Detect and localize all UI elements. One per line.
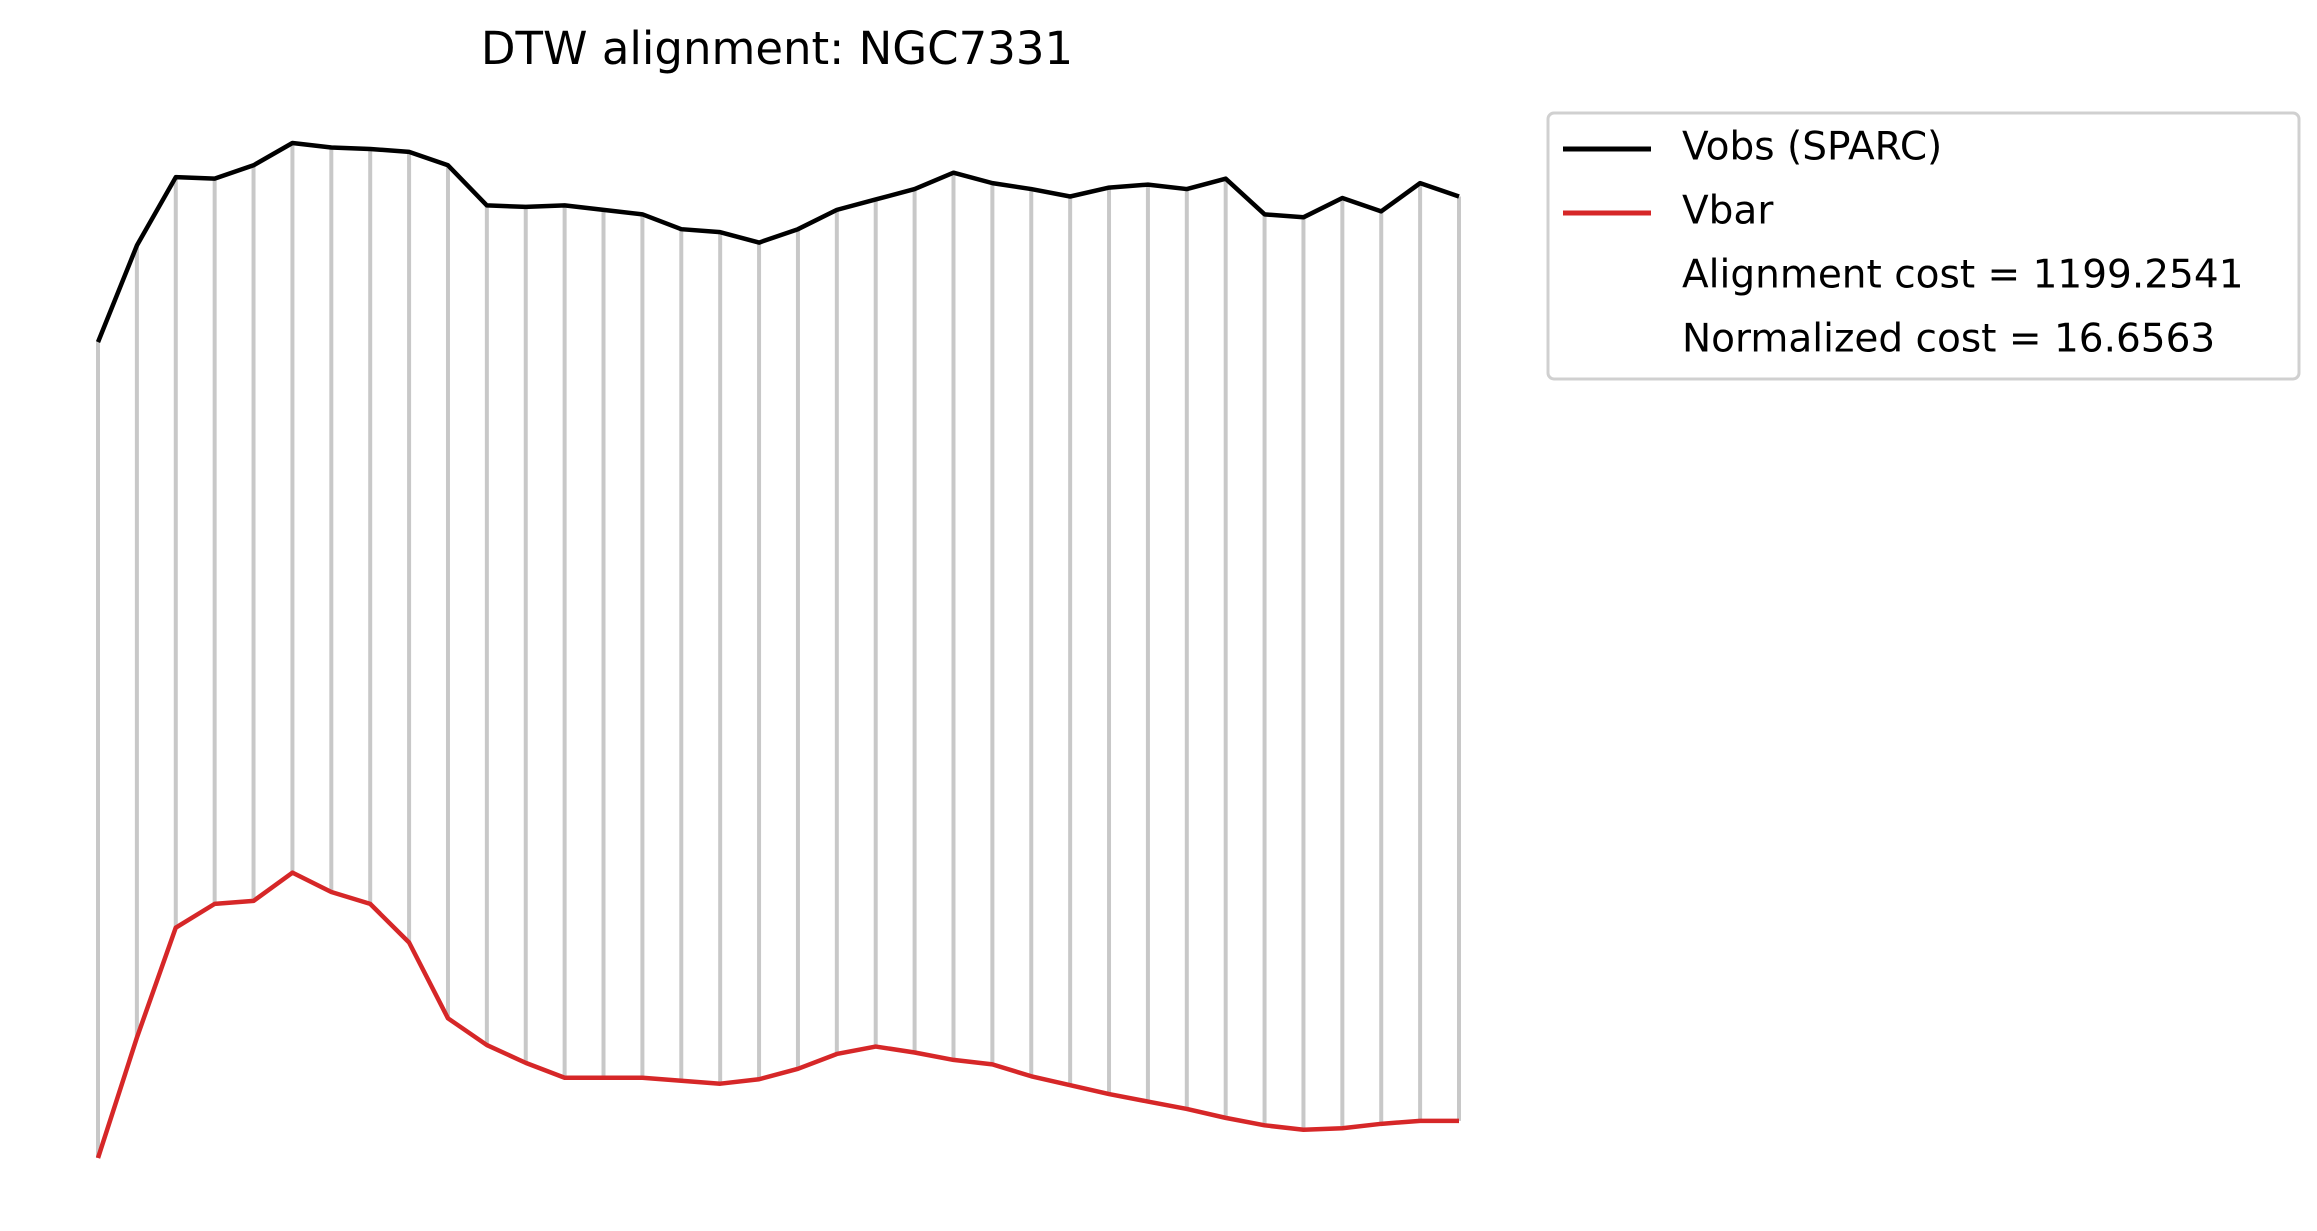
legend-label: Vbar [1682,189,1774,234]
legend: Vobs (SPARC) Vbar Alignment cost = 1199.25… [1563,125,2244,362]
plot-area [95,140,1461,1159]
chart-title: DTW alignment: NGC7331 [481,22,1073,75]
annotation: Alignment cost = 1199.2541 [1682,253,2244,298]
series-line [95,870,1459,1159]
legend-label: Vobs (SPARC) [1682,125,1942,170]
series-line [95,140,1460,343]
legend-box [1546,111,2301,381]
annotation: Normalized cost = 16.6563 [1682,317,2215,362]
